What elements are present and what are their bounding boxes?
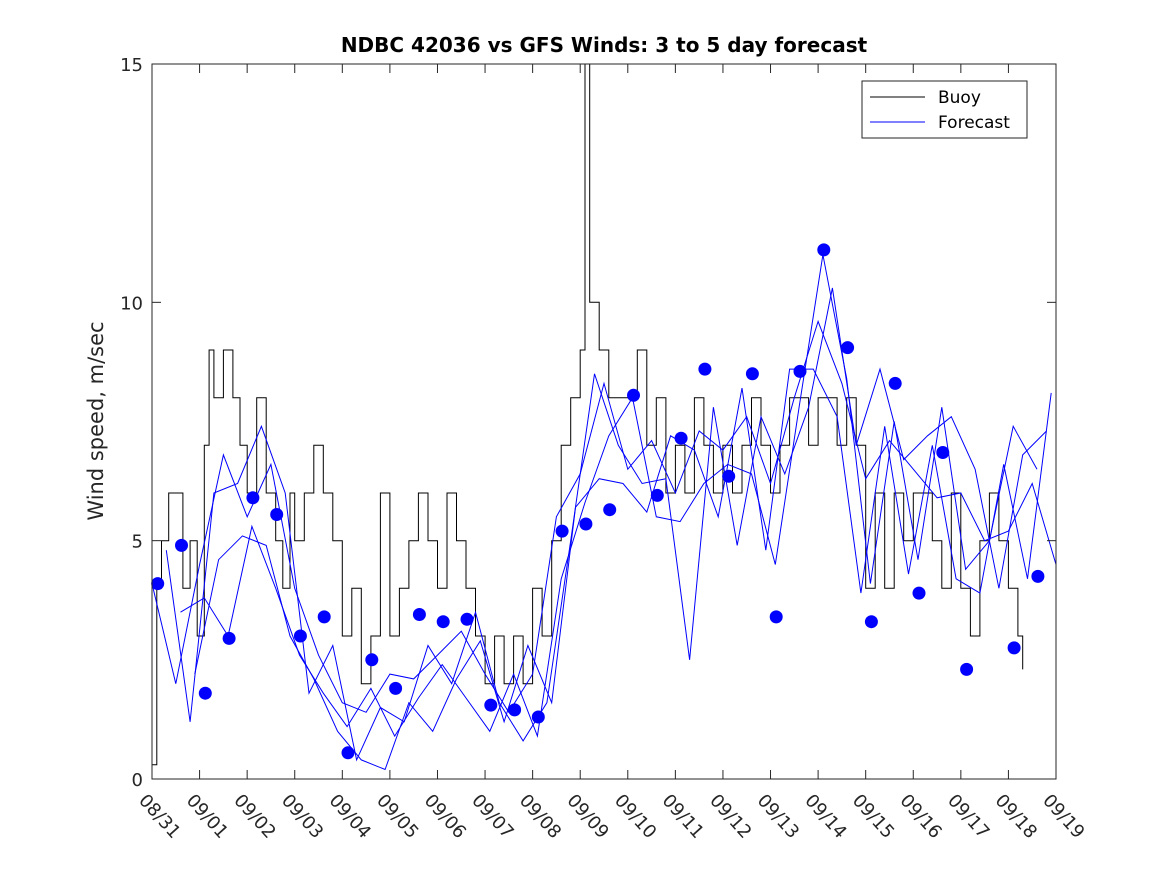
y-axis: 0 5 10 15 <box>120 55 1056 791</box>
plot-frame <box>151 63 1057 780</box>
y-tick-label: 10 <box>120 293 143 314</box>
forecast-point <box>531 710 545 724</box>
forecast-point <box>888 376 902 390</box>
forecast-point <box>198 686 212 700</box>
forecast-point <box>341 746 355 760</box>
series-line-buoy-0 <box>152 63 1024 766</box>
forecast-point <box>603 503 617 517</box>
forecast-point <box>722 469 736 483</box>
y-axis-label: Wind speed, m/sec <box>84 321 108 520</box>
series-layer <box>151 63 1057 771</box>
forecast-point <box>864 615 878 629</box>
forecast-point <box>745 367 759 381</box>
chart-title: NDBC 42036 vs GFS Winds: 3 to 5 day fore… <box>341 33 868 57</box>
forecast-point <box>365 653 379 667</box>
forecast-point <box>793 364 807 378</box>
y-tick-label: 0 <box>132 770 143 791</box>
legend-label-forecast: Forecast <box>938 113 1010 133</box>
forecast-point <box>436 615 450 629</box>
forecast-point <box>1031 569 1045 583</box>
forecast-point <box>412 608 426 621</box>
forecast-point <box>579 517 593 531</box>
forecast-point <box>222 631 236 645</box>
y-tick-label: 15 <box>120 55 143 76</box>
forecast-point <box>555 524 569 538</box>
legend-box <box>861 80 1028 139</box>
forecast-point <box>627 388 640 402</box>
legend-label-buoy: Buoy <box>938 88 981 108</box>
forecast-point <box>817 243 831 257</box>
forecast-point <box>960 662 974 676</box>
forecast-point <box>912 586 926 600</box>
forecast-point <box>270 508 284 521</box>
forecast-point <box>508 703 522 717</box>
legend: Buoy Forecast <box>861 80 1028 139</box>
forecast-point <box>460 612 474 626</box>
series-line-forecast-2 <box>165 287 1047 762</box>
forecast-point <box>389 681 403 695</box>
forecast-point <box>674 431 688 445</box>
forecast-point <box>841 341 855 355</box>
forecast-point <box>151 577 165 591</box>
forecast-point <box>1007 641 1021 655</box>
forecast-point <box>293 629 307 643</box>
forecast-point <box>246 491 260 505</box>
forecast-point <box>484 698 498 712</box>
forecast-point <box>698 362 712 376</box>
plot-area <box>152 64 1056 779</box>
forecast-point <box>769 610 783 624</box>
forecast-point <box>650 488 664 502</box>
series-line-forecast-3 <box>180 254 1038 739</box>
forecast-point <box>175 538 188 552</box>
series-line-forecast-1 <box>151 319 1057 714</box>
series-line-forecast-4 <box>194 368 1052 771</box>
forecast-point <box>317 610 331 624</box>
marker-layer <box>151 243 1045 760</box>
forecast-point <box>936 446 950 459</box>
y-tick-label: 5 <box>132 532 143 553</box>
